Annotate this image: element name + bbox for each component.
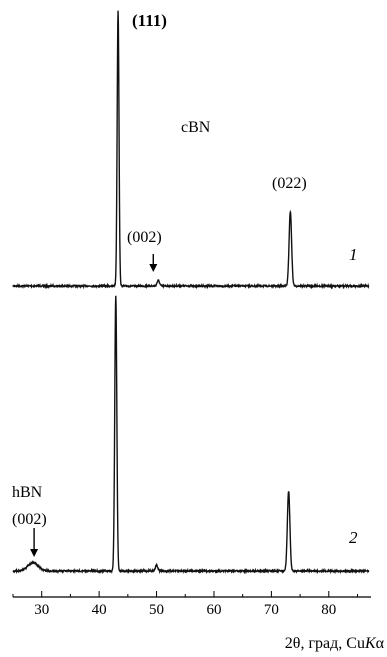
- x-axis: 30 40 50 60 70 80: [12, 591, 371, 618]
- arrow-002-hbn-icon: [30, 528, 39, 557]
- x-tick-label: 70: [264, 602, 279, 618]
- x-tick-label: 30: [34, 602, 49, 618]
- peak-label-111: (111): [132, 11, 167, 30]
- peak-label-002-cbn: (002): [127, 229, 162, 246]
- panel-1-number: 1: [349, 245, 358, 264]
- phase-label-hbn: hBN: [12, 484, 43, 501]
- x-tick-label: 60: [206, 602, 221, 618]
- panel-1-trace: [12, 10, 370, 290]
- phase-label-cbn: cBN: [181, 119, 211, 136]
- peak-label-002-hbn: (002): [12, 511, 47, 528]
- arrow-head: [149, 264, 158, 272]
- x-tick-label: 40: [92, 602, 107, 618]
- x-axis-label: 2θ, град, CuKα: [285, 635, 385, 652]
- arrow-002-cbn-icon: [149, 254, 158, 272]
- panel-2-trace: [12, 295, 370, 575]
- x-tick-label: 80: [321, 602, 336, 618]
- panel-2-number: 2: [349, 528, 358, 547]
- arrow-head: [30, 549, 39, 557]
- x-tick-label: 50: [149, 602, 164, 618]
- peak-label-022: (022): [272, 175, 307, 192]
